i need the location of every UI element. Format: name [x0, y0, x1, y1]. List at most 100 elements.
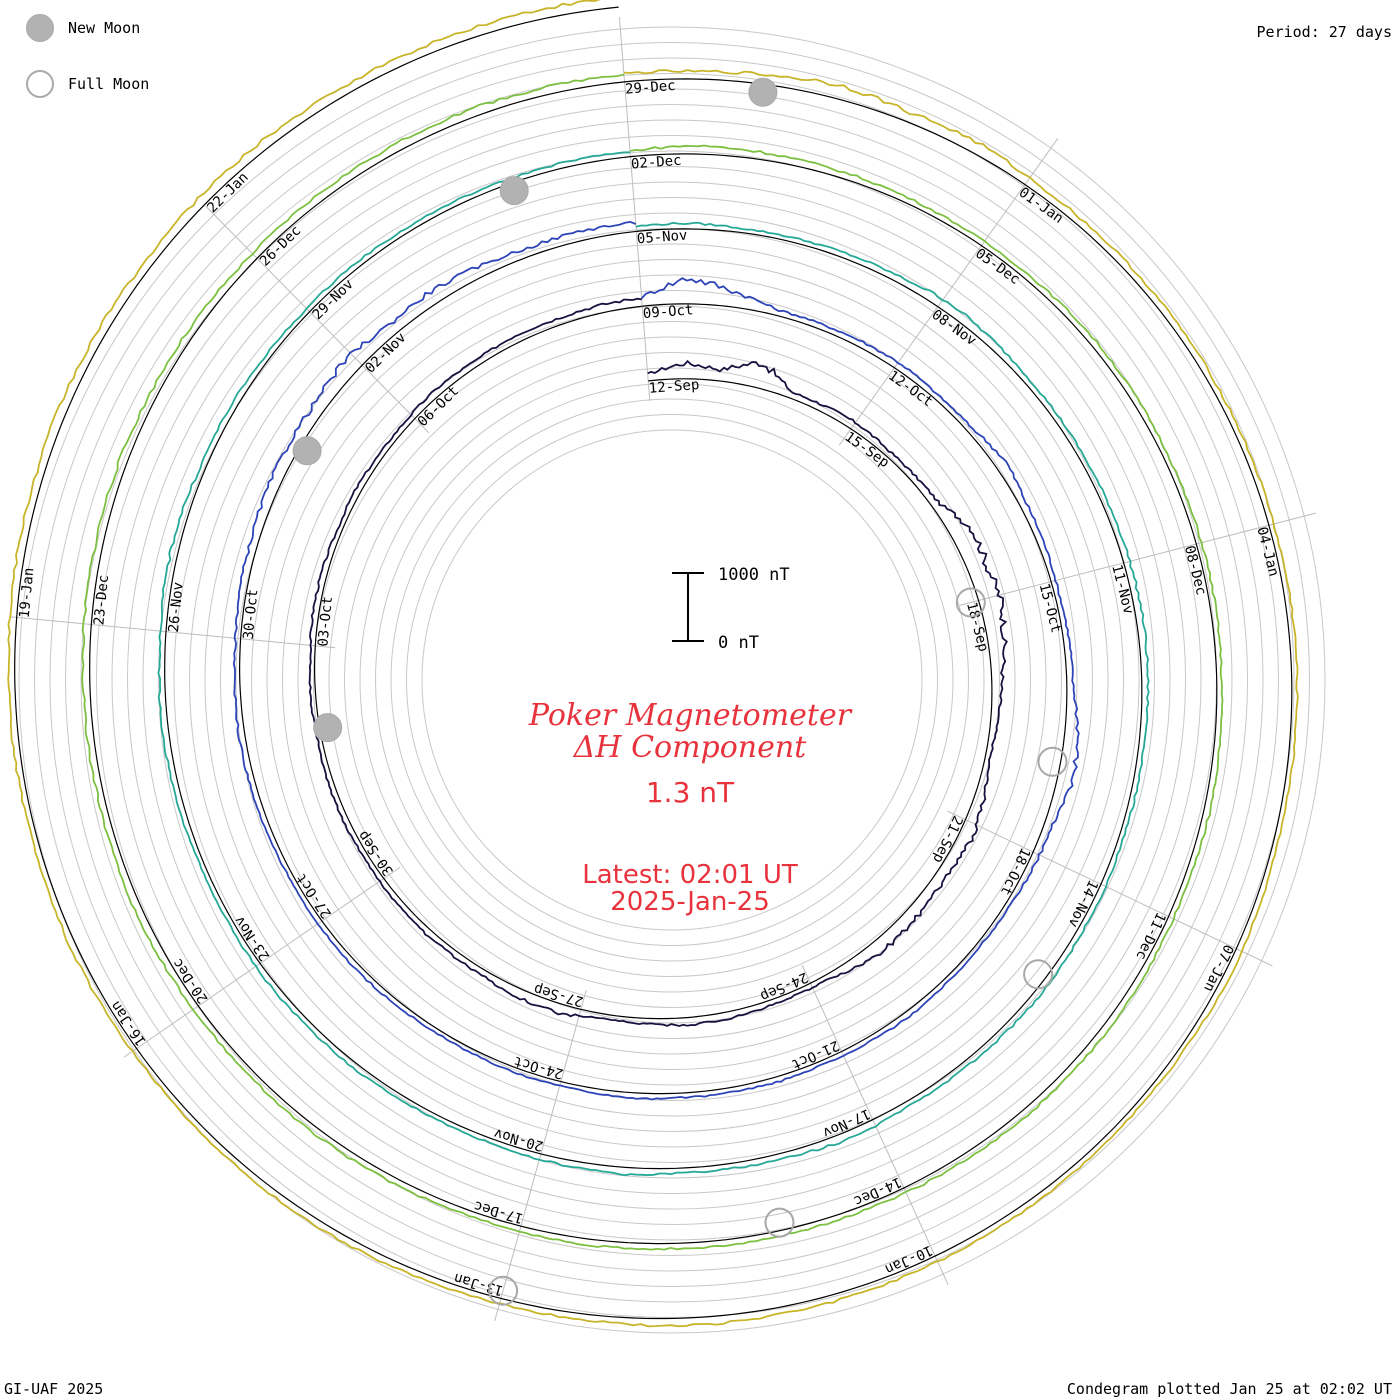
scale-bar-bottom-label: 0 nT — [718, 633, 759, 653]
date-label: 15-Oct — [1036, 582, 1064, 635]
full-moon-marker — [488, 1275, 519, 1306]
data-traces — [7, 0, 1299, 1328]
reference-rings — [18, 26, 1326, 1334]
legend-new-moon: New Moon — [26, 14, 140, 42]
reference-ring — [328, 336, 1016, 1024]
date-label: 08-Nov — [929, 307, 979, 349]
new-moon-marker — [292, 436, 322, 466]
date-label: 05-Nov — [636, 227, 688, 247]
date-label: 29-Dec — [625, 78, 677, 98]
reference-ring — [96, 104, 1248, 1256]
date-label: 04-Jan — [1253, 525, 1281, 578]
reference-ring — [189, 197, 1155, 1163]
reference-ring — [142, 150, 1202, 1210]
date-label: 12-Oct — [885, 368, 935, 410]
date-label: 27-Sep — [532, 980, 585, 1009]
legend-new-moon-label: New Moon — [68, 19, 141, 37]
trace-rotation-2 — [232, 220, 1080, 1101]
footer-plotted: Condegram plotted Jan 25 at 02:02 UT — [1066, 1380, 1392, 1398]
day-spoke — [947, 810, 1273, 967]
reference-ring — [235, 243, 1109, 1117]
date-label: 13-Jan — [452, 1270, 505, 1299]
reference-ring — [65, 73, 1279, 1287]
reference-ring — [266, 274, 1078, 1086]
trace-rotation-1 — [308, 297, 1008, 1027]
day-spoke — [494, 989, 587, 1322]
footer-credit: GI-UAF 2025 — [4, 1380, 104, 1398]
reference-ring — [80, 88, 1264, 1272]
date-label: 26-Dec — [257, 223, 304, 270]
full-moon-marker — [1023, 959, 1054, 990]
full-moon-icon — [26, 70, 54, 98]
date-label: 02-Nov — [362, 330, 409, 377]
reference-ring — [406, 414, 938, 946]
spiral-baseline — [164, 156, 1143, 1170]
reference-ring — [127, 135, 1217, 1225]
spiral-baselines — [14, 6, 1293, 1320]
reference-ring — [49, 57, 1295, 1303]
reference-ring — [282, 290, 1062, 1070]
latest-date: 2025-Jan-25 — [610, 887, 770, 917]
date-label: 19-Jan — [17, 567, 38, 619]
reference-ring — [251, 259, 1093, 1101]
date-label: 06-Oct — [415, 383, 462, 430]
full-moon-marker — [955, 587, 986, 618]
date-label: 20-Nov — [492, 1125, 545, 1154]
reference-ring — [18, 26, 1326, 1334]
chart-title-line2: ΔH Component — [573, 730, 807, 765]
date-label: 05-Dec — [972, 246, 1022, 288]
date-label: 11-Dec — [1132, 910, 1168, 963]
day-spoke — [838, 138, 1059, 446]
spiral-baseline — [14, 6, 1293, 1320]
reference-ring — [344, 352, 1000, 1008]
date-label: 23-Dec — [91, 574, 112, 626]
new-moon-marker — [748, 77, 778, 107]
trace-rotation-4 — [81, 73, 1224, 1251]
reference-ring — [204, 212, 1140, 1148]
date-label: 22-Jan — [204, 169, 251, 216]
reference-ring — [111, 119, 1233, 1241]
latest-time: Latest: 02:01 UT — [582, 860, 798, 890]
reference-ring — [390, 398, 954, 962]
day-spoke — [801, 964, 949, 1286]
reference-ring — [313, 321, 1031, 1039]
day-spoke — [9, 616, 336, 649]
reference-ring — [421, 429, 923, 931]
reference-ring — [158, 166, 1186, 1194]
date-label: 18-Sep — [963, 600, 991, 653]
reference-ring — [173, 181, 1171, 1179]
scale-bar-top-label: 1000 nT — [718, 565, 790, 585]
scale-bar: 1000 nT 0 nT — [672, 565, 790, 653]
trace-rotation-3 — [157, 151, 1150, 1177]
reference-ring — [34, 42, 1310, 1318]
chart-title: Poker Magnetometer ΔH Component — [440, 700, 940, 764]
date-label: 14-Nov — [1065, 877, 1101, 930]
new-moon-marker — [499, 176, 529, 206]
new-moon-icon — [26, 14, 54, 42]
date-label: 24-Oct — [512, 1053, 565, 1082]
spiral-baseline — [314, 305, 993, 1020]
day-spoke — [123, 866, 401, 1058]
date-label: 30-Oct — [241, 588, 262, 640]
spiral-baseline — [89, 81, 1218, 1245]
date-label: 09-Oct — [642, 302, 694, 322]
full-moon-marker — [1037, 746, 1068, 777]
chart-title-line1: Poker Magnetometer — [528, 698, 852, 733]
day-spoke — [618, 17, 651, 401]
moon-markers — [292, 77, 1068, 1306]
date-label: 12-Sep — [648, 377, 700, 397]
legend-full-moon-label: Full Moon — [68, 75, 150, 93]
date-label: 03-Oct — [315, 596, 336, 648]
day-spoke — [205, 205, 430, 434]
date-label: 20-Dec — [170, 955, 212, 1006]
reference-ring — [220, 228, 1124, 1132]
date-label: 02-Dec — [630, 153, 682, 173]
legend-full-moon: Full Moon — [26, 70, 149, 98]
period-label: Period: 27 days — [1256, 23, 1392, 41]
date-label: 01-Jan — [1016, 185, 1066, 227]
latest-reading: Latest: 02:01 UT 2025-Jan-25 — [440, 862, 940, 916]
spiral-baseline — [238, 230, 1068, 1095]
date-label: 24-Sep — [758, 969, 811, 1005]
date-label: 26-Nov — [166, 581, 187, 633]
